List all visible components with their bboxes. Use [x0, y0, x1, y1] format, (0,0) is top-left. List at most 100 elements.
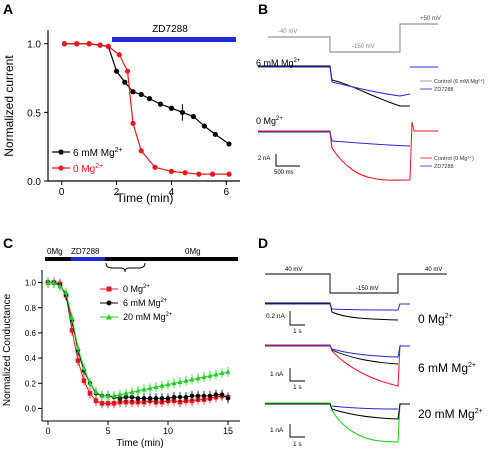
panel-a-point	[74, 41, 80, 47]
panel-c-point	[129, 399, 135, 405]
panel-c-point	[213, 392, 219, 397]
panel-b-vstep: -150 mV	[352, 44, 375, 50]
panel-c-bar-drug	[71, 257, 105, 261]
row-label: 20 mM Mg	[418, 407, 475, 421]
legend-label-6mm: 6 mM Mg2+	[73, 147, 123, 159]
panel-c-point	[177, 394, 183, 400]
trace-d3-extra	[265, 403, 410, 420]
row-sup: 2+	[445, 313, 453, 320]
panel-c-point	[219, 370, 225, 376]
legend-c-marker-0mg	[106, 286, 112, 292]
row-label: 6 mM Mg	[418, 361, 468, 375]
panel-d-scale-y-3: 1 nA	[270, 427, 284, 434]
panel-a-series-line	[64, 43, 230, 145]
panel-d-scale-x-1: 1 s	[293, 328, 302, 335]
panel-d-label-3: 20 mM Mg2+	[418, 407, 483, 421]
trace-d3-zd	[331, 405, 399, 410]
trace-d2-control	[265, 344, 401, 387]
panel-c-ytick-label: 0.4	[25, 354, 37, 363]
panel-d-scalebar-1	[289, 311, 305, 326]
panel-c-brace	[105, 262, 146, 273]
panel-d-scale-x-2: 1 s	[293, 384, 302, 391]
legend-c-label-0mg: 0 Mg2+	[123, 284, 150, 294]
panel-a-xtick-label: 2	[114, 187, 120, 198]
panel-c-point	[189, 376, 195, 382]
panel-a-drug-label: ZD7288	[152, 24, 188, 35]
panel-c-point	[75, 358, 81, 363]
panel-c-point	[183, 377, 189, 383]
panel-c-point	[135, 388, 141, 393]
trace-d1-control	[265, 302, 399, 321]
legend-sup: 2+	[115, 147, 123, 154]
panel-c-bar-right-label: 0Mg	[185, 247, 201, 256]
panel-c-ytick-label: 0.6	[25, 329, 37, 338]
row-sup: 2+	[475, 408, 483, 415]
panel-c-point	[51, 279, 57, 285]
panel-a-letter: A	[3, 1, 13, 17]
panel-c-point	[93, 389, 99, 395]
trace-d2-zd	[265, 345, 410, 358]
trace-b-0mg-tail	[409, 121, 438, 181]
panel-a-point	[61, 41, 68, 47]
panel-c-point	[117, 391, 123, 397]
panel-c-point	[225, 396, 231, 401]
panel-c-point	[195, 375, 201, 381]
cond-text: 6 mM Mg	[256, 58, 294, 68]
panel-c-point	[111, 393, 117, 398]
panel-c-point	[87, 380, 93, 386]
panel-c-point	[201, 393, 207, 399]
panel-a-point	[226, 141, 232, 147]
panel-d-scalebar-3	[289, 424, 305, 438]
panel-a-xlabel: Time (min)	[117, 191, 174, 205]
trace-d2-extra	[331, 349, 399, 365]
panel-a-point	[138, 148, 144, 154]
panel-c-ytick-label: 0.2	[25, 379, 37, 388]
trace-b-6mm-zd	[258, 66, 411, 97]
panel-c-legend: 0 Mg2+ 6 mM Mg2+ 20 mM Mg2+	[100, 284, 173, 322]
legend-sup: 2+	[95, 163, 103, 170]
panel-a-xtick-label: 4	[169, 187, 175, 198]
panel-d-scale-y-2: 1 nA	[270, 371, 284, 378]
panel-a-point	[168, 105, 175, 111]
panel-d-scalebar-2	[289, 368, 305, 382]
panel-a-point	[116, 52, 122, 58]
panel-c-point	[171, 380, 177, 386]
panel-d-vhold-right: 40 mV	[425, 267, 442, 273]
panel-a-point	[97, 42, 103, 48]
panel-d-scale-x-3: 1 s	[293, 441, 302, 448]
panel-a-point	[146, 96, 153, 102]
panel-c-point	[129, 389, 135, 395]
panel-c-point	[195, 393, 201, 399]
panel-c-bar-left-label: 0Mg	[47, 247, 63, 256]
panel-c-xtick-label: 5	[105, 426, 110, 436]
panel-c-point	[75, 345, 81, 351]
panel-c-xtick-label: 10	[163, 426, 173, 436]
panel-b-cond1: 6 mM Mg2+	[256, 58, 301, 68]
trace-b-0mg-control	[258, 130, 411, 181]
panel-c-point	[147, 385, 153, 391]
panel-c-point	[81, 378, 87, 384]
panel-a-point	[138, 91, 144, 98]
panel-c-point	[165, 396, 171, 401]
legend-text: 6 mM Mg	[73, 148, 115, 159]
panel-a-drug-bar	[112, 37, 236, 42]
legend-c-label-6mm: 6 mM Mg2+	[123, 298, 168, 308]
panel-c-xtick-label: 0	[45, 426, 50, 436]
panel-c-letter: C	[3, 235, 13, 251]
trace-b-0mg-zd	[258, 131, 411, 147]
panel-c-point	[177, 399, 183, 405]
panel-d-traces: 40 mV -150 mV 40 mV 0.2 nA 1 s 0 Mg2+ 1 …	[265, 267, 483, 448]
panel-c-point	[159, 396, 165, 401]
panel-a-point	[209, 171, 216, 177]
panel-c-point	[153, 396, 159, 401]
legend-c-label-20mm: 20 mM Mg2+	[123, 312, 173, 322]
panel-c-bar-0mg-right	[105, 257, 238, 261]
panel-c-point	[129, 394, 135, 400]
panel-a-point	[190, 113, 196, 120]
panel-c-point	[123, 399, 129, 405]
panel-a-ylabel: Normalized current	[2, 55, 16, 157]
panel-a-point	[226, 171, 232, 177]
panel-b-scale-x: 500 ms	[274, 170, 294, 176]
panel-c-point	[183, 394, 189, 400]
